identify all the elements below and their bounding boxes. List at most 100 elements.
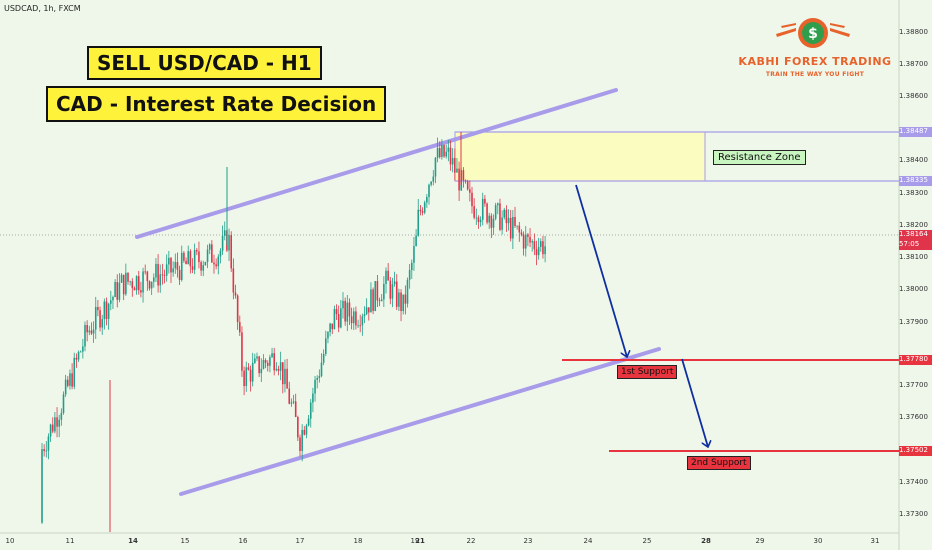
candle-body <box>350 316 353 324</box>
candle-body <box>148 281 151 289</box>
candle-body <box>232 268 235 293</box>
candle-body <box>391 284 394 299</box>
candle-body <box>236 295 239 323</box>
resistance-zone-label: Resistance Zone <box>713 150 806 165</box>
candle-body <box>155 263 157 278</box>
candle-body <box>389 280 392 299</box>
candle-body <box>264 359 267 363</box>
candle-body <box>359 325 361 327</box>
candle-body <box>157 263 159 286</box>
candle-body <box>86 325 88 333</box>
price-tag-current: 1.38164 <box>899 230 928 238</box>
candle-body <box>206 249 209 263</box>
candle-body <box>228 235 230 251</box>
candle-body <box>464 180 467 182</box>
candle-body <box>477 217 480 223</box>
price-tag-resistance-top: 1.38487 <box>899 127 928 135</box>
candle-body <box>271 353 273 358</box>
candle-body <box>82 346 84 352</box>
candle-body <box>234 292 237 296</box>
candle-body <box>163 275 166 276</box>
candle-body <box>436 148 439 158</box>
candle-body <box>449 147 452 165</box>
candle-body <box>466 181 469 190</box>
candle-body <box>325 338 327 354</box>
candle-body <box>423 202 426 213</box>
date-tick: 22 <box>466 537 476 545</box>
subheadline: CAD - Interest Rate Decision <box>46 86 387 122</box>
candle-body <box>75 357 78 360</box>
price-tick: 1.38800 <box>899 28 928 36</box>
price-tick: 1.37300 <box>899 510 928 518</box>
candle-body <box>365 307 368 315</box>
candle-body <box>447 147 450 152</box>
candle-body <box>266 362 269 366</box>
candle-body <box>247 367 250 370</box>
candle-body <box>344 300 346 322</box>
svg-text:$: $ <box>808 26 818 42</box>
candle-body <box>342 300 344 309</box>
candle-body <box>286 368 288 389</box>
price-tick: 1.38200 <box>899 221 928 229</box>
candle-body <box>413 246 415 263</box>
candle-body <box>492 218 495 228</box>
candle-body <box>172 268 174 273</box>
candle-body <box>79 351 82 353</box>
candle-body <box>415 235 417 247</box>
candle-body <box>357 325 359 327</box>
candle-body <box>374 281 377 311</box>
tag-sup1-bg <box>899 355 932 365</box>
date-tick: 19 <box>410 537 420 545</box>
symbol-label: USDCAD, 1h, FXCM <box>4 4 81 13</box>
candle-body <box>438 148 441 158</box>
candle-body <box>404 294 407 304</box>
candle-body <box>208 244 211 250</box>
candle-body <box>245 367 248 387</box>
candle-body <box>241 332 243 371</box>
candle-body <box>279 362 282 371</box>
candle-body <box>202 265 205 271</box>
candle-body <box>200 262 202 271</box>
candle-body <box>189 251 192 267</box>
date-tick: 24 <box>583 537 593 545</box>
candle-body <box>501 217 503 230</box>
price-tick: 1.37600 <box>899 413 928 421</box>
candle-body <box>417 209 420 236</box>
candle-body <box>443 145 445 157</box>
candle-body <box>249 369 252 382</box>
candle-body <box>49 424 52 437</box>
candle-body <box>94 307 97 330</box>
price-tick: 1.38300 <box>899 189 928 197</box>
candle-body <box>125 272 127 295</box>
candle-body <box>133 288 136 291</box>
price-tag-resistance-bottom: 1.38335 <box>899 176 928 184</box>
candle-body <box>45 450 48 452</box>
candle-body <box>544 246 546 255</box>
candle-body <box>529 236 531 243</box>
date-tick: 18 <box>353 537 363 545</box>
candle-body <box>99 310 101 328</box>
price-axis-panel <box>899 0 932 550</box>
date-tick: 14 <box>128 537 138 545</box>
candle-body <box>303 429 306 435</box>
candle-body <box>150 281 153 289</box>
date-tick: 16 <box>238 537 248 545</box>
candle-body <box>411 262 413 271</box>
price-tick: 1.38600 <box>899 92 928 100</box>
candle-body <box>73 357 76 387</box>
candle-body <box>178 269 181 280</box>
candle-body <box>256 356 258 359</box>
date-tick: 30 <box>813 537 823 545</box>
dollar-coin-icon: $ <box>776 18 850 48</box>
arrow-to-support-2 <box>681 358 708 447</box>
candle-body <box>395 281 398 307</box>
candle-body <box>426 197 428 203</box>
candle-body <box>376 281 379 301</box>
candle-body <box>507 217 510 224</box>
candle-body <box>204 262 207 266</box>
candle-body <box>320 362 323 377</box>
candle-body <box>307 418 310 426</box>
candle-body <box>260 368 263 374</box>
